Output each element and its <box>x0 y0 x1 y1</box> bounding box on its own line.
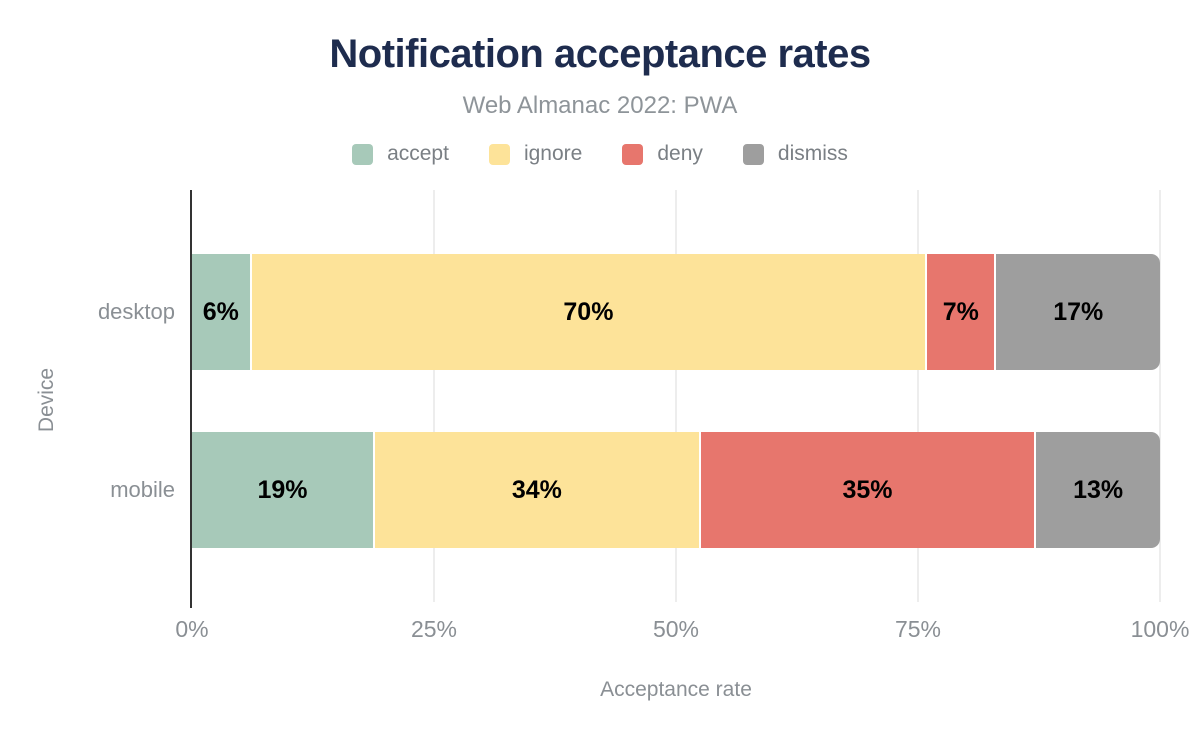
x-ticks: 0% 25% 50% 75% 100% <box>175 616 1189 646</box>
chart-subtitle: Web Almanac 2022: PWA <box>462 92 738 119</box>
bar-value-desktop-dismiss: 17% <box>1053 297 1104 326</box>
bars: 6% 70% 7% 17% 19% 34% 35% 13% <box>192 190 1161 610</box>
gridline-75% <box>917 190 919 602</box>
bar-value-mobile-dismiss: 13% <box>1073 475 1124 504</box>
bar-value-desktop-ignore: 70% <box>563 297 614 326</box>
legend-swatch-accept <box>352 143 374 165</box>
bar-segment-mobile-dismiss[interactable]: 13% <box>1036 432 1160 548</box>
bar-desktop: 6% 70% 7% 17% <box>192 254 1161 370</box>
y-axis-title: Device <box>35 367 58 433</box>
legend-swatch-ignore <box>488 143 510 165</box>
bar-value-mobile-ignore: 34% <box>511 475 562 504</box>
x-tick-25%: 25% <box>410 616 458 642</box>
bar-value-mobile-deny: 35% <box>842 475 893 504</box>
bar-value-desktop-accept: 6% <box>202 297 239 326</box>
gridline-100% <box>1159 190 1161 602</box>
bar-value-mobile-accept: 19% <box>257 475 308 504</box>
plot-area: 6% 70% 7% 17% 19% 34% 35% 13% <box>190 190 1161 610</box>
bar-segment-mobile-accept[interactable]: 19% <box>192 432 373 548</box>
x-axis-title: Acceptance rate <box>600 678 752 701</box>
legend-label-ignore: ignore <box>523 142 583 165</box>
bar-mobile: 19% 34% 35% 13% <box>192 432 1160 548</box>
legend-label-accept: accept <box>387 142 449 165</box>
bar-segment-desktop-ignore[interactable]: 70% <box>251 254 926 370</box>
legend: accept ignore deny dismiss <box>0 142 1200 166</box>
chart-title: Notification acceptance rates <box>329 32 871 76</box>
bar-segment-desktop-accept[interactable]: 6% <box>192 254 250 370</box>
bar-segment-desktop-deny[interactable]: 7% <box>927 254 995 370</box>
category-label-mobile: mobile <box>110 477 175 502</box>
gridline-50% <box>675 190 677 602</box>
legend-swatch-deny <box>622 143 644 165</box>
gridline-25% <box>433 190 435 602</box>
x-tick-100%: 100% <box>1130 616 1190 642</box>
legend-item-dismiss[interactable]: dismiss <box>742 142 848 166</box>
gridlines <box>192 190 1161 602</box>
legend-label-deny: deny <box>657 142 703 165</box>
x-tick-75%: 75% <box>894 616 942 642</box>
bar-segment-mobile-deny[interactable]: 35% <box>700 432 1035 548</box>
x-tick-50%: 50% <box>652 616 700 642</box>
legend-swatch-dismiss <box>742 143 764 165</box>
x-tick-0%: 0% <box>175 616 209 642</box>
category-label-desktop: desktop <box>97 299 175 324</box>
legend-item-deny[interactable]: deny <box>622 142 703 166</box>
legend-item-ignore[interactable]: ignore <box>488 142 583 166</box>
bar-segment-mobile-ignore[interactable]: 34% <box>374 432 699 548</box>
legend-item-accept[interactable]: accept <box>352 142 449 166</box>
legend-label-dismiss: dismiss <box>777 142 848 165</box>
bar-segment-desktop-dismiss[interactable]: 17% <box>996 254 1161 370</box>
bar-value-desktop-deny: 7% <box>942 297 979 326</box>
y-axis-line <box>190 190 192 608</box>
